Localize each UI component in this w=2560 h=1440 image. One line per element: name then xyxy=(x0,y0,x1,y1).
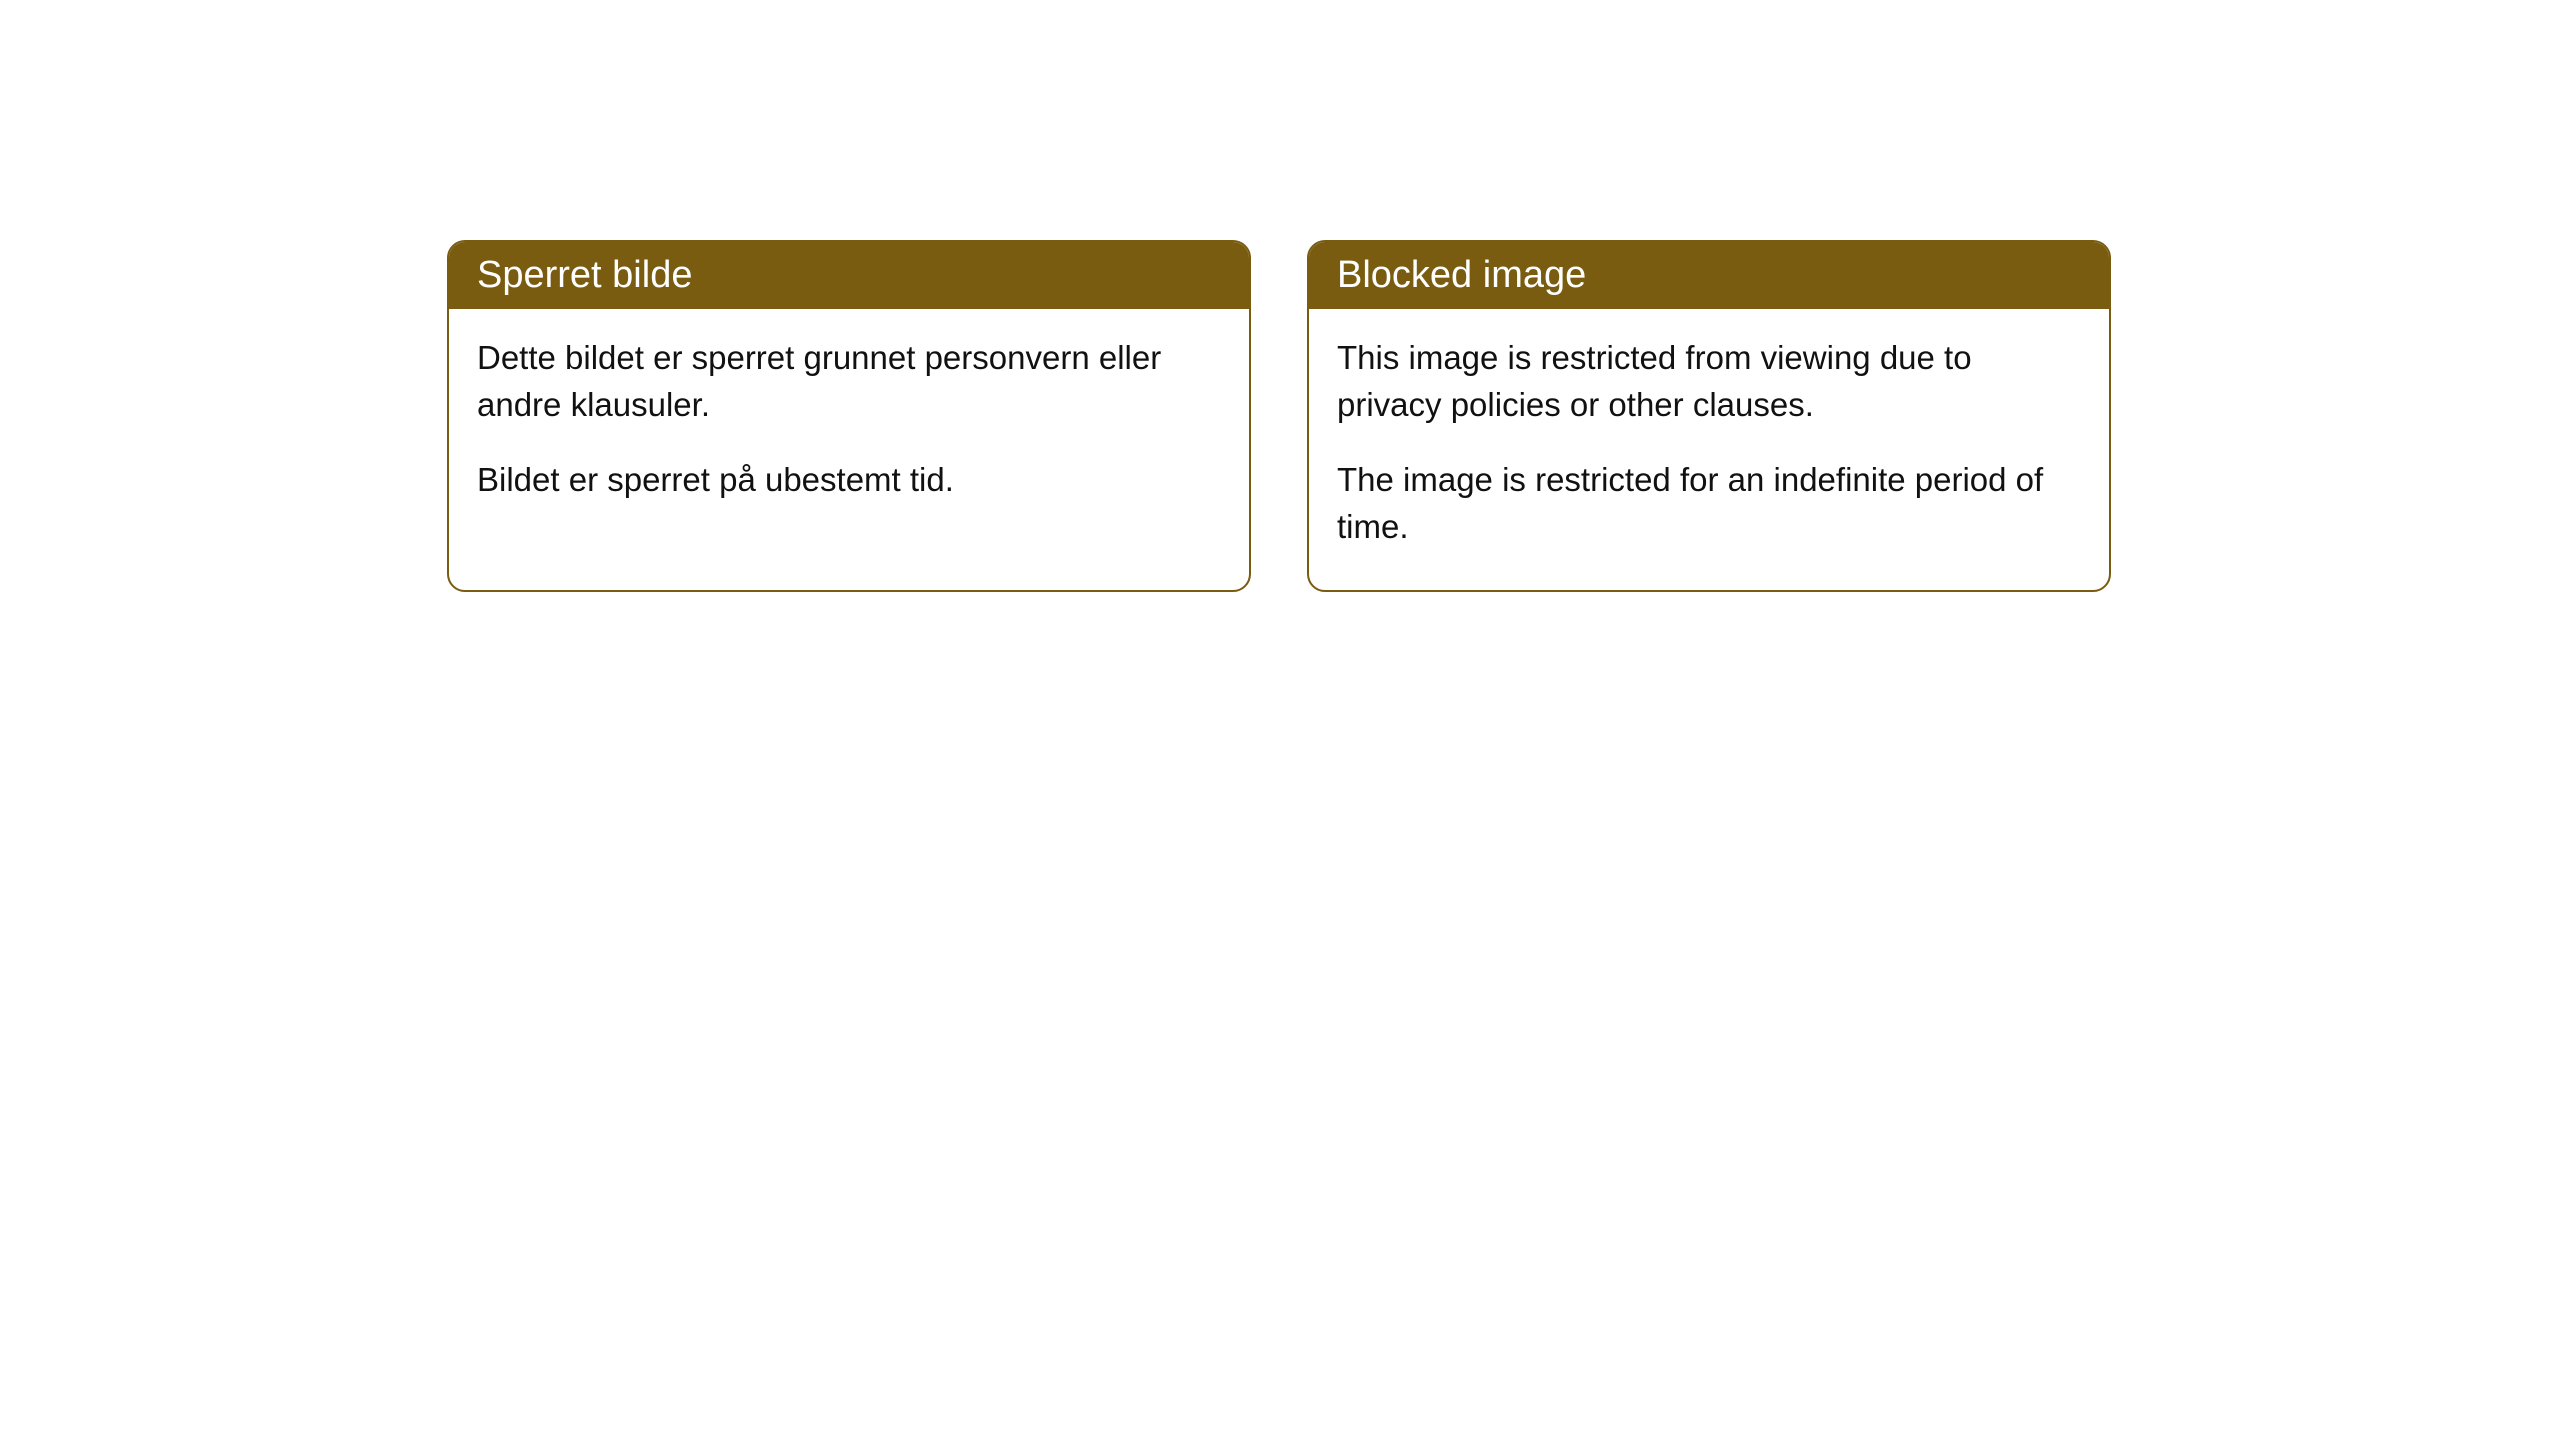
card-body: This image is restricted from viewing du… xyxy=(1309,309,2109,590)
notice-card-norwegian: Sperret bilde Dette bildet er sperret gr… xyxy=(447,240,1251,592)
card-header: Blocked image xyxy=(1309,242,2109,309)
card-paragraph: This image is restricted from viewing du… xyxy=(1337,335,2081,429)
notice-card-english: Blocked image This image is restricted f… xyxy=(1307,240,2111,592)
card-paragraph: The image is restricted for an indefinit… xyxy=(1337,457,2081,551)
card-paragraph: Dette bildet er sperret grunnet personve… xyxy=(477,335,1221,429)
card-title: Sperret bilde xyxy=(477,254,692,296)
notice-cards-container: Sperret bilde Dette bildet er sperret gr… xyxy=(447,240,2111,592)
card-header: Sperret bilde xyxy=(449,242,1249,309)
card-body: Dette bildet er sperret grunnet personve… xyxy=(449,309,1249,544)
card-paragraph: Bildet er sperret på ubestemt tid. xyxy=(477,457,1221,504)
card-title: Blocked image xyxy=(1337,254,1586,296)
